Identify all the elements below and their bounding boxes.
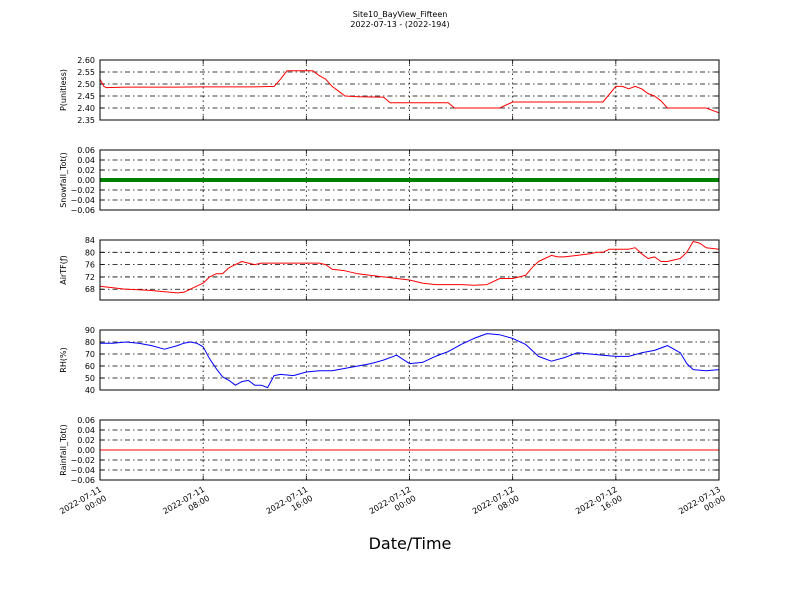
panel-frame (99, 419, 720, 481)
y-tick-label: 84 (85, 236, 95, 245)
chart-subtitle: 2022-07-13 - (2022-194) (350, 20, 450, 29)
x-axis-label: Date/Time (368, 534, 452, 553)
y-tick-label: 0.04 (77, 156, 95, 165)
chart-title: Site10_BayView_Fifteen (352, 10, 448, 19)
panel-frame (99, 59, 720, 121)
y-tick-label: −0.02 (70, 186, 95, 195)
y-tick-label: 72 (85, 273, 95, 282)
series-line (100, 333, 720, 389)
y-tick-label: 0.02 (77, 436, 95, 445)
y-tick-label: 0.00 (77, 176, 95, 185)
y-axis-label: Snowfall_Tot() (59, 152, 68, 208)
y-tick-label: −0.06 (70, 476, 95, 485)
series-line (99, 70, 720, 114)
y-axis-label: P(unitless) (59, 69, 68, 111)
y-tick-label: −0.06 (70, 206, 95, 215)
y-axis-label: Rainfall_Tot() (59, 424, 68, 476)
y-tick-label: 60 (85, 362, 95, 371)
y-tick-label: −0.04 (70, 196, 95, 205)
y-tick-label: 2.35 (77, 116, 95, 125)
y-tick-label: 0.02 (77, 166, 95, 175)
y-tick-label: 76 (85, 261, 95, 270)
y-tick-label: 68 (85, 285, 95, 294)
y-axis-label: AirTF(ƒ) (59, 255, 68, 285)
y-tick-label: 2.60 (77, 56, 95, 65)
y-tick-label: 50 (85, 374, 95, 383)
chart-title-block: Site10_BayView_Fifteen 2022-07-13 - (202… (0, 10, 800, 30)
y-tick-label: 2.50 (77, 80, 95, 89)
y-tick-label: 2.40 (77, 104, 95, 113)
y-tick-label: −0.02 (70, 456, 95, 465)
y-tick-label: 0.06 (77, 146, 95, 155)
y-tick-label: −0.04 (70, 466, 95, 475)
y-tick-label: 40 (85, 386, 95, 395)
panel-frame (99, 329, 720, 391)
y-axis-label: RH(%) (59, 347, 68, 372)
y-tick-label: 70 (85, 350, 95, 359)
y-tick-label: 90 (85, 326, 95, 335)
y-tick-label: 2.55 (77, 68, 95, 77)
series-line (99, 241, 720, 294)
y-tick-label: 80 (85, 338, 95, 347)
y-tick-label: 0.04 (77, 426, 95, 435)
y-tick-label: 0.06 (77, 416, 95, 425)
y-tick-label: 0.00 (77, 446, 95, 455)
panel-frame (99, 239, 720, 301)
y-tick-label: 2.45 (77, 92, 95, 101)
y-tick-label: 80 (85, 248, 95, 257)
panel-frame (99, 149, 720, 211)
